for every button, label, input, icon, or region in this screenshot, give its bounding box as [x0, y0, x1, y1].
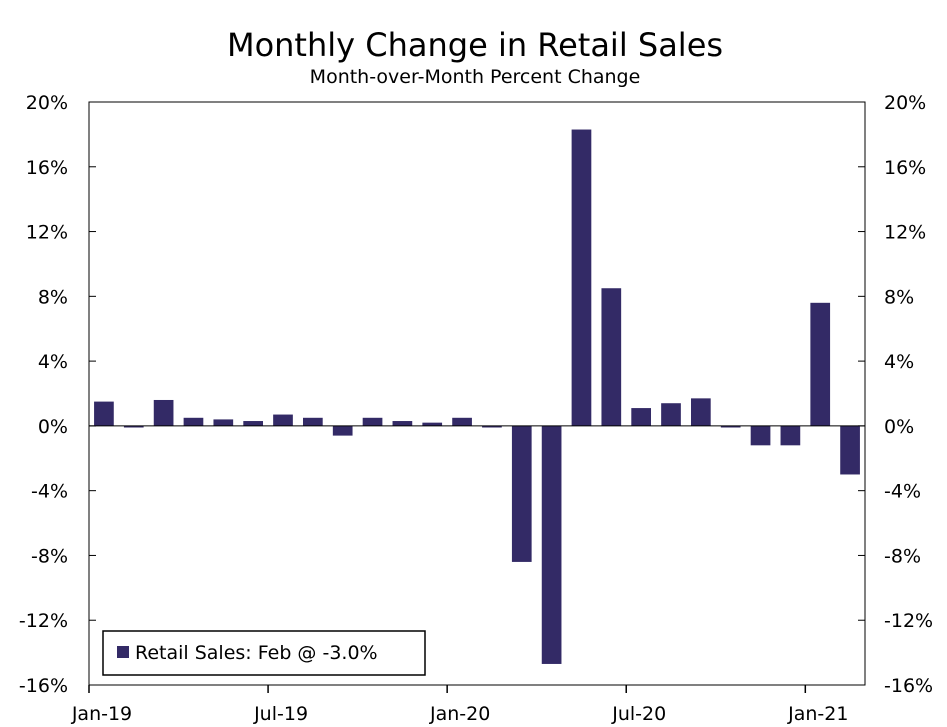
- bar: [243, 421, 264, 426]
- bar: [511, 425, 532, 562]
- bar: [362, 417, 383, 426]
- y-tick-label-left: 20%: [26, 92, 68, 114]
- bar: [482, 425, 502, 428]
- x-tick-label: Jul-19: [253, 703, 308, 725]
- y-tick-label-right: 12%: [884, 222, 926, 244]
- bar: [183, 417, 204, 426]
- y-tick-label-left: 16%: [26, 157, 68, 179]
- plot-frame: [88, 101, 866, 686]
- legend-swatch: [117, 646, 129, 658]
- y-tick-label-right: -4%: [884, 481, 921, 503]
- bar: [720, 425, 741, 428]
- y-tick-label-right: 16%: [884, 157, 926, 179]
- y-tick-label-left: 4%: [38, 351, 68, 373]
- y-tick-label-left: -16%: [19, 675, 68, 697]
- x-tick-label: Jan-20: [429, 703, 490, 725]
- bar: [840, 425, 860, 475]
- bar: [690, 398, 711, 426]
- legend-box: [102, 630, 426, 676]
- y-tick-label-right: 4%: [884, 351, 914, 373]
- bar: [94, 401, 114, 426]
- y-tick-label-right: 20%: [884, 92, 926, 114]
- y-tick-label-left: 12%: [26, 222, 68, 244]
- bar: [273, 414, 293, 426]
- y-tick-label-left: -4%: [31, 481, 68, 503]
- y-tick-label-left: -12%: [19, 610, 68, 632]
- bar: [123, 425, 144, 428]
- bar: [213, 419, 234, 426]
- bar: [541, 425, 562, 664]
- x-tick-label: Jan-21: [787, 703, 848, 725]
- legend-label: Retail Sales: Feb @ -3.0%: [135, 642, 378, 664]
- bar: [750, 425, 771, 446]
- bar: [332, 425, 353, 436]
- bar: [302, 417, 323, 426]
- bar: [452, 417, 472, 426]
- bar: [601, 288, 622, 426]
- chart-subtitle: Month-over-Month Percent Change: [310, 66, 641, 88]
- plot-area: -16% -16% -12% -12% -8% -8% -4% -4% 0% 0% 4% 4% 8% 8%…: [19, 92, 933, 725]
- y-tick-label-left: 0%: [38, 416, 68, 438]
- y-tick-label-left: 8%: [38, 286, 68, 308]
- bar: [422, 422, 443, 426]
- bar: [631, 408, 652, 426]
- x-tick-label: Jul-20: [611, 703, 666, 725]
- y-tick-label-right: -12%: [884, 610, 933, 632]
- bar: [153, 399, 174, 426]
- y-tick-label-right: 8%: [884, 286, 914, 308]
- y-tick-label-right: -16%: [884, 675, 933, 697]
- legend: Retail Sales: Feb @ -3.0%: [102, 630, 426, 676]
- bar: [571, 129, 592, 426]
- bar: [780, 425, 801, 446]
- chart-title: Monthly Change in Retail Sales: [227, 26, 723, 64]
- y-tick-label-right: 0%: [884, 416, 914, 438]
- y-tick-label-left: -8%: [31, 545, 68, 567]
- y-tick-label-right: -8%: [884, 545, 921, 567]
- bar: [392, 421, 413, 426]
- bar: [661, 403, 681, 426]
- x-tick-label: Jan-19: [71, 703, 132, 725]
- bar: [810, 302, 831, 426]
